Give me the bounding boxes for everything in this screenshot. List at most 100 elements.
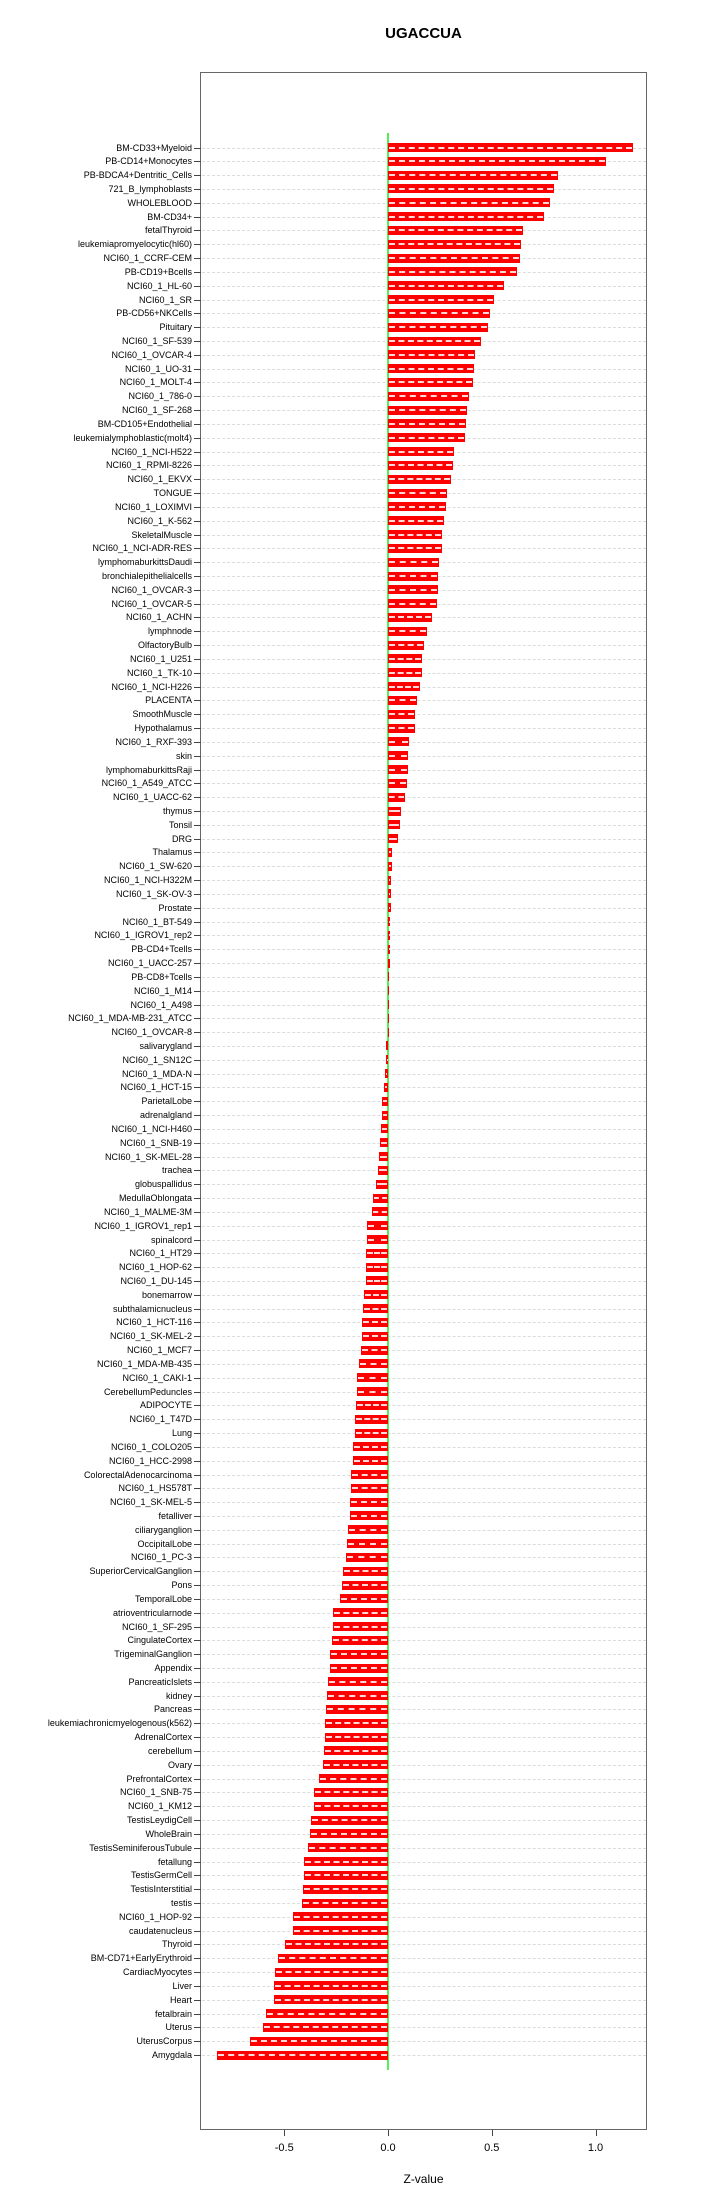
y-axis-tick bbox=[194, 562, 201, 564]
bar-row: NCI60_1_SN12C bbox=[0, 1053, 720, 1067]
bar-row: NCI60_1_NCI-ADR-RES bbox=[0, 541, 720, 555]
row-gridline bbox=[202, 866, 646, 868]
y-axis-tick bbox=[194, 1750, 201, 1752]
bar-stripe bbox=[372, 1210, 387, 1213]
row-gridline bbox=[202, 1419, 646, 1421]
bar-stripe bbox=[389, 685, 420, 688]
category-label: SmoothMuscle bbox=[132, 709, 192, 720]
bar bbox=[388, 917, 391, 927]
bar-row: Pancreas bbox=[0, 1702, 720, 1716]
bar-stripe bbox=[389, 561, 438, 564]
y-axis-tick bbox=[194, 1820, 201, 1822]
bar bbox=[388, 239, 521, 249]
bar-row: PB-CD4+Tcells bbox=[0, 942, 720, 956]
category-label: NCI60_1_PC-3 bbox=[130, 1552, 192, 1563]
bar-stripe bbox=[329, 1680, 387, 1683]
category-label: lymphomaburkittsRaji bbox=[105, 764, 192, 775]
category-label: fetalThyroid bbox=[144, 225, 192, 236]
row-gridline bbox=[202, 2055, 646, 2057]
y-axis-tick bbox=[194, 714, 201, 716]
bar-row: NCI60_1_K-562 bbox=[0, 514, 720, 528]
y-axis-tick bbox=[194, 244, 201, 246]
bar-stripe bbox=[389, 353, 475, 356]
y-axis-tick bbox=[194, 741, 201, 743]
row-gridline bbox=[202, 1875, 646, 1877]
row-gridline bbox=[202, 2041, 646, 2043]
bar bbox=[366, 1248, 388, 1258]
bar-row: ColorectalAdenocarcinoma bbox=[0, 1468, 720, 1482]
y-axis-tick bbox=[194, 1958, 201, 1960]
bar bbox=[388, 225, 523, 235]
bar-row: MedullaOblongata bbox=[0, 1191, 720, 1205]
bar bbox=[388, 640, 424, 650]
row-gridline bbox=[202, 893, 646, 895]
category-label: NCI60_1_IGROV1_rep2 bbox=[94, 930, 192, 941]
y-axis-tick bbox=[194, 1446, 201, 1448]
category-label: NCI60_1_SF-295 bbox=[121, 1621, 192, 1632]
y-axis-tick bbox=[194, 1460, 201, 1462]
y-axis-tick bbox=[194, 603, 201, 605]
row-gridline bbox=[202, 1170, 646, 1172]
bar bbox=[388, 1013, 389, 1023]
bar-stripe bbox=[326, 1708, 387, 1711]
bar bbox=[249, 2036, 388, 2046]
bar-row: fetallung bbox=[0, 1855, 720, 1869]
bar-row: Thyroid bbox=[0, 1937, 720, 1951]
bar-row: thymus bbox=[0, 804, 720, 818]
bar bbox=[388, 391, 469, 401]
bar bbox=[362, 1304, 388, 1314]
bar-row: NCI60_1_SK-MEL-2 bbox=[0, 1329, 720, 1343]
y-axis-tick bbox=[194, 1944, 201, 1946]
y-axis-tick bbox=[194, 1073, 201, 1075]
y-axis-tick bbox=[194, 1695, 201, 1697]
category-label: WHOLEBLOOD bbox=[127, 197, 192, 208]
category-label: TestisSeminiferousTubule bbox=[89, 1842, 192, 1853]
category-label: NCI60_1_NCI-ADR-RES bbox=[92, 543, 192, 554]
y-axis-tick bbox=[194, 838, 201, 840]
bar-stripe bbox=[351, 1487, 387, 1490]
bar-row: NCI60_1_A549_ATCC bbox=[0, 776, 720, 790]
category-label: NCI60_1_MOLT-4 bbox=[119, 377, 192, 388]
category-label: PLACENTA bbox=[145, 695, 192, 706]
bar-row: Ovary bbox=[0, 1758, 720, 1772]
bar bbox=[388, 336, 482, 346]
bar-stripe bbox=[342, 1584, 387, 1587]
bar-stripe bbox=[373, 1197, 387, 1200]
bar-stripe bbox=[358, 1376, 387, 1379]
bar-row: Prostate bbox=[0, 901, 720, 915]
category-label: NCI60_1_CCRF-CEM bbox=[103, 253, 192, 264]
bar bbox=[388, 557, 439, 567]
category-label: NCI60_1_OVCAR-8 bbox=[111, 1027, 192, 1038]
bar bbox=[388, 626, 428, 636]
bar-stripe bbox=[389, 699, 417, 702]
bar-row: NCI60_1_SK-MEL-5 bbox=[0, 1495, 720, 1509]
bar-stripe bbox=[389, 740, 409, 743]
y-axis-tick bbox=[194, 1557, 201, 1559]
category-label: spinalcord bbox=[150, 1234, 192, 1245]
bar-row: Uterus bbox=[0, 2020, 720, 2034]
bar bbox=[355, 1414, 388, 1424]
bar bbox=[388, 682, 421, 692]
row-gridline bbox=[202, 1004, 646, 1006]
row-gridline bbox=[202, 1764, 646, 1766]
row-gridline bbox=[202, 1916, 646, 1918]
y-axis-tick bbox=[194, 188, 201, 190]
row-gridline bbox=[202, 2013, 646, 2015]
bar-row: NCI60_1_T47D bbox=[0, 1412, 720, 1426]
y-axis-tick bbox=[194, 880, 201, 882]
row-gridline bbox=[202, 1059, 646, 1061]
bar-row: SkeletalMuscle bbox=[0, 528, 720, 542]
bar-row: TONGUE bbox=[0, 486, 720, 500]
y-axis-tick bbox=[194, 382, 201, 384]
bar bbox=[263, 2022, 388, 2032]
bar-row: PB-CD14+Monocytes bbox=[0, 154, 720, 168]
category-label: NCI60_1_MCF7 bbox=[126, 1345, 192, 1356]
y-axis-tick bbox=[194, 1363, 201, 1365]
bar bbox=[357, 1373, 388, 1383]
category-label: NCI60_1_KM12 bbox=[127, 1801, 192, 1812]
row-gridline bbox=[202, 1640, 646, 1642]
bar bbox=[349, 1511, 388, 1521]
bar-row: Pons bbox=[0, 1578, 720, 1592]
bar-row: NCI60_1_MALME-3M bbox=[0, 1205, 720, 1219]
y-axis-tick bbox=[194, 175, 201, 177]
